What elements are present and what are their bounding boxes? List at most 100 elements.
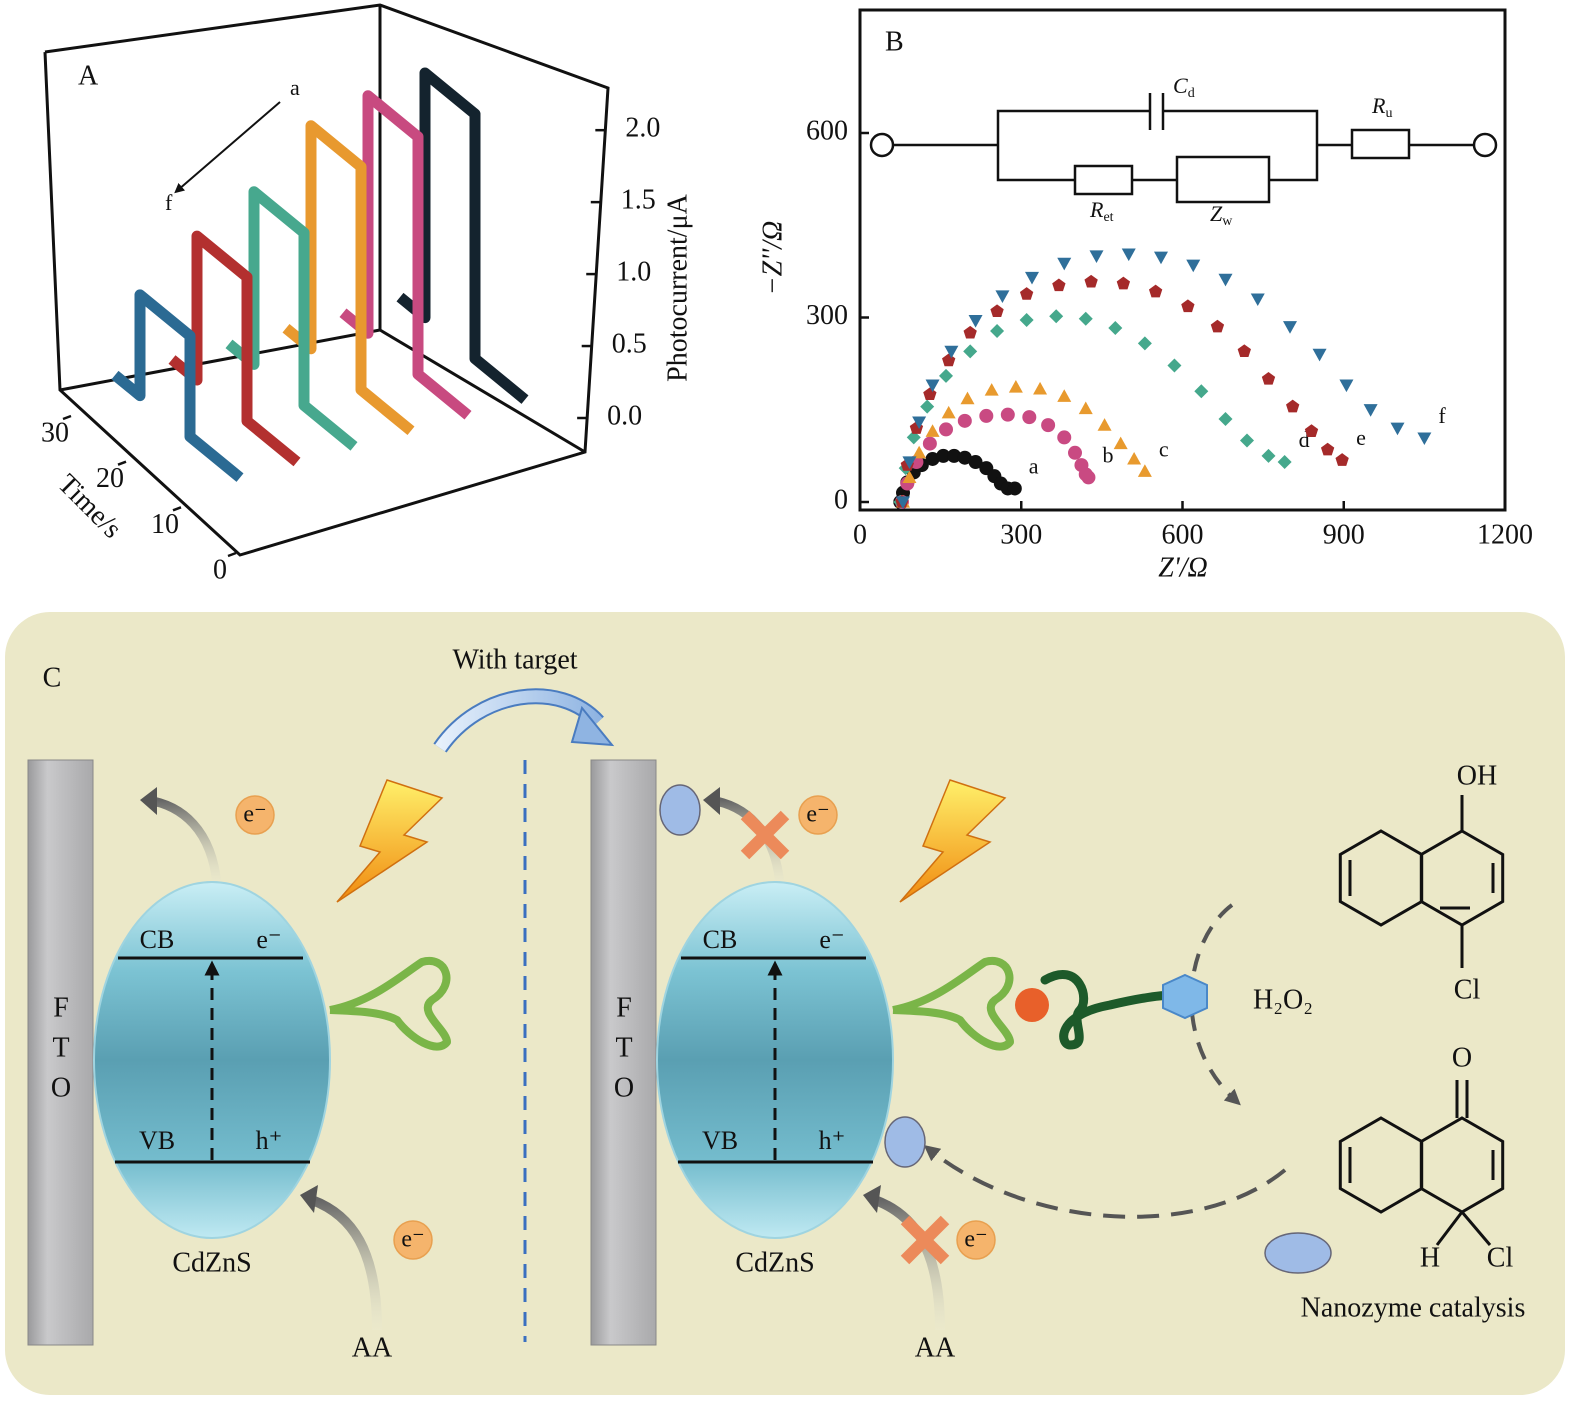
x-tick-label: 10 bbox=[151, 509, 179, 540]
data-point bbox=[1127, 451, 1142, 465]
data-point bbox=[1186, 259, 1201, 273]
data-point bbox=[920, 399, 935, 414]
data-point bbox=[1312, 348, 1327, 362]
electron-label: e⁻ bbox=[243, 802, 266, 828]
data-point bbox=[902, 470, 917, 484]
data-point bbox=[902, 456, 917, 470]
data-point bbox=[1261, 372, 1276, 385]
data-point bbox=[1417, 432, 1432, 446]
data-point bbox=[1210, 319, 1225, 333]
photocurrent-trace bbox=[111, 289, 244, 482]
data-point bbox=[1240, 433, 1254, 448]
x-tick bbox=[172, 506, 182, 512]
y-tick-label: 0.5 bbox=[612, 328, 647, 359]
label-main: R bbox=[1371, 93, 1386, 118]
atom-label: H bbox=[1420, 1242, 1440, 1273]
electron-bubble bbox=[235, 795, 275, 835]
x-tick bbox=[62, 414, 72, 421]
atom-label: Cl bbox=[1454, 974, 1481, 1005]
data-point bbox=[1019, 287, 1034, 300]
arrowhead bbox=[863, 1185, 881, 1213]
x-tick-label: 1200 bbox=[1477, 519, 1533, 550]
cb-electron: e⁻ bbox=[256, 925, 281, 954]
data-point bbox=[984, 383, 999, 396]
data-point bbox=[939, 422, 953, 437]
electron-bubble bbox=[798, 795, 838, 835]
data-point bbox=[936, 448, 951, 463]
data-point bbox=[1008, 379, 1023, 393]
atom-label: O bbox=[1452, 1042, 1472, 1073]
data-point bbox=[942, 353, 956, 367]
fto-letter: F bbox=[53, 992, 69, 1023]
light-bolt bbox=[336, 779, 444, 903]
data-point bbox=[925, 424, 940, 437]
data-point bbox=[1057, 430, 1072, 445]
data-point bbox=[1000, 407, 1015, 422]
y-tick-label: 1.5 bbox=[621, 185, 656, 216]
atom-label: Cl bbox=[1487, 1242, 1514, 1273]
data-point bbox=[968, 314, 983, 328]
data-point bbox=[1049, 309, 1064, 324]
data-point bbox=[990, 324, 1005, 339]
data-point bbox=[1304, 424, 1319, 437]
data-point bbox=[1068, 445, 1082, 460]
caption: Nanozyme catalysis bbox=[1301, 1292, 1526, 1323]
data-point bbox=[1250, 293, 1265, 307]
data-point bbox=[939, 368, 953, 383]
data-point bbox=[1167, 358, 1182, 373]
fto-electrode bbox=[590, 759, 657, 1346]
label-sub: u bbox=[1385, 106, 1392, 121]
data-point bbox=[941, 405, 956, 419]
data-point bbox=[1057, 257, 1072, 271]
series-label: b bbox=[1102, 442, 1113, 467]
transition-label: With target bbox=[452, 644, 577, 675]
data-point bbox=[922, 436, 937, 451]
data-point bbox=[1025, 271, 1039, 285]
data-point bbox=[963, 325, 977, 339]
data-point bbox=[1218, 273, 1233, 287]
series-label: c bbox=[1159, 436, 1169, 461]
data-point bbox=[1339, 379, 1354, 393]
data-point bbox=[1194, 384, 1209, 399]
x-tick bbox=[117, 460, 127, 466]
label-sub: d bbox=[1188, 86, 1195, 101]
vb-hole: h⁺ bbox=[256, 1126, 283, 1155]
data-point bbox=[1181, 299, 1195, 313]
data-point bbox=[1277, 455, 1292, 470]
data-point bbox=[896, 496, 910, 510]
electron-label: e⁻ bbox=[964, 1227, 987, 1253]
data-point bbox=[1154, 251, 1168, 265]
nanozyme bbox=[659, 784, 1332, 1274]
data-point bbox=[906, 430, 921, 445]
fto-letter: O bbox=[51, 1072, 71, 1103]
data-point bbox=[968, 455, 983, 470]
fto-letter: F bbox=[616, 992, 632, 1023]
label-sub: et bbox=[1103, 210, 1113, 225]
data-point bbox=[979, 408, 994, 423]
circuit-label: Ret bbox=[1089, 197, 1114, 225]
data-point bbox=[912, 445, 927, 459]
data-point bbox=[995, 290, 1010, 303]
data-point bbox=[1022, 410, 1037, 425]
fto-letter: T bbox=[615, 1032, 632, 1063]
series-label: f bbox=[1438, 403, 1446, 428]
donor-path bbox=[310, 1195, 382, 1331]
data-point bbox=[1097, 418, 1112, 431]
data-point bbox=[963, 344, 978, 359]
donor-label: AA bbox=[915, 1332, 956, 1363]
data-point bbox=[1237, 344, 1251, 357]
data-point bbox=[1320, 442, 1335, 456]
label-sub: w bbox=[1222, 214, 1233, 229]
panel-label: B bbox=[885, 26, 904, 57]
light-bolt bbox=[899, 779, 1007, 903]
y-tick-label: 2.0 bbox=[625, 113, 660, 144]
cb-label: CB bbox=[703, 925, 738, 954]
annotation: f bbox=[165, 190, 173, 215]
x-tick-label: 300 bbox=[1000, 519, 1042, 550]
data-point bbox=[1137, 336, 1152, 351]
y-tick-label: 0 bbox=[834, 484, 848, 515]
y-tick-label: 1.0 bbox=[616, 257, 651, 288]
